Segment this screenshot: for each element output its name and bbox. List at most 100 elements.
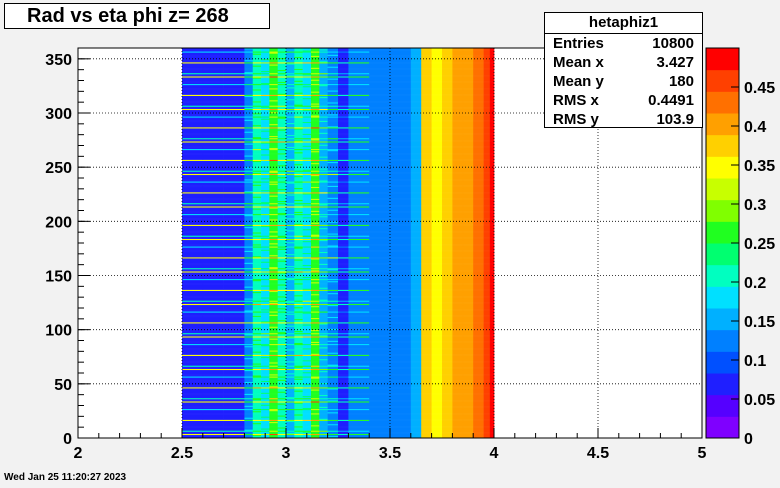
heatmap-cell xyxy=(302,418,312,420)
heatmap-cell xyxy=(252,399,262,401)
heatmap-cell xyxy=(269,331,278,334)
heatmap-cell xyxy=(348,396,370,399)
heatmap-cell xyxy=(483,329,491,332)
heatmap-cell xyxy=(277,352,287,354)
heatmap-cell xyxy=(431,407,443,410)
heatmap-cell xyxy=(462,338,474,340)
heatmap-cell xyxy=(294,386,303,388)
heatmap-cell xyxy=(182,302,204,304)
heatmap-cell xyxy=(369,270,391,272)
heatmap-cell xyxy=(421,354,432,356)
heatmap-cell xyxy=(182,279,204,282)
heatmap-cell xyxy=(261,289,270,291)
heatmap-cell xyxy=(202,284,224,286)
heatmap-cell xyxy=(442,296,453,298)
heatmap-cell xyxy=(277,336,287,338)
heatmap-cell xyxy=(244,299,254,301)
heatmap-cell xyxy=(452,407,464,410)
heatmap-cell xyxy=(338,261,349,263)
heatmap-cell xyxy=(261,395,270,398)
heatmap-cell xyxy=(327,262,339,264)
heatmap-cell xyxy=(294,433,303,436)
heatmap-cell xyxy=(390,354,412,356)
heatmap-cell xyxy=(483,292,491,295)
heatmap-cell xyxy=(489,421,495,424)
heatmap-cell xyxy=(252,368,262,371)
heatmap-cell xyxy=(286,347,295,349)
heatmap-cell xyxy=(286,305,295,308)
heatmap-cell xyxy=(369,314,391,316)
heatmap-cell xyxy=(319,326,328,328)
heatmap-cell xyxy=(390,378,412,380)
heatmap-cell xyxy=(302,278,312,281)
heatmap-cell xyxy=(338,343,349,346)
heatmap-cell xyxy=(319,397,328,400)
heatmap-cell xyxy=(473,432,484,434)
heatmap-cell xyxy=(202,322,224,324)
heatmap-cell xyxy=(261,363,270,365)
heatmap-cell xyxy=(473,293,484,296)
heatmap-cell xyxy=(277,376,287,378)
heatmap-cell xyxy=(202,339,224,341)
heatmap-cell xyxy=(410,270,422,272)
heatmap-cell xyxy=(410,290,422,293)
heatmap-cell xyxy=(462,266,474,269)
heatmap-cell xyxy=(421,393,432,395)
heatmap-cell xyxy=(269,421,278,424)
heatmap-cell xyxy=(473,291,484,294)
heatmap-cell xyxy=(223,279,245,282)
heatmap-cell xyxy=(182,310,204,312)
heatmap-cell xyxy=(473,273,484,275)
heatmap-cell xyxy=(202,277,224,280)
heatmap-cell xyxy=(223,413,245,415)
heatmap-cell xyxy=(431,266,443,269)
heatmap-cell xyxy=(223,345,245,348)
heatmap-cell xyxy=(294,403,303,405)
heatmap-cell xyxy=(286,427,295,429)
heatmap-cell xyxy=(261,300,270,302)
heatmap-cell xyxy=(244,362,254,364)
heatmap-cell xyxy=(348,292,370,295)
heatmap-cell xyxy=(369,431,391,433)
heatmap-cell xyxy=(223,261,245,263)
heatmap-cell xyxy=(483,365,491,367)
heatmap-cell xyxy=(348,434,370,437)
heatmap-cell xyxy=(442,408,453,411)
heatmap-cell xyxy=(431,276,443,278)
heatmap-cell xyxy=(431,429,443,431)
heatmap-cell xyxy=(244,418,254,420)
heatmap-cell xyxy=(338,263,349,265)
heatmap-cell xyxy=(202,266,224,269)
heatmap-cell xyxy=(252,292,262,295)
heatmap-cell xyxy=(294,362,303,364)
heatmap-cell xyxy=(319,303,328,306)
heatmap-cell xyxy=(489,397,495,400)
heatmap-cell xyxy=(302,291,312,294)
heatmap-cell xyxy=(269,429,278,431)
heatmap-cell xyxy=(182,339,204,341)
heatmap-cell xyxy=(338,394,349,397)
heatmap-cell xyxy=(452,345,464,348)
heatmap-cell xyxy=(294,364,303,366)
heatmap-cell xyxy=(269,367,278,369)
heatmap-cell xyxy=(442,305,453,308)
heatmap-cell xyxy=(462,363,474,365)
heatmap-cell xyxy=(473,326,484,328)
heatmap-cell xyxy=(369,427,391,429)
heatmap-cell xyxy=(410,375,422,377)
heatmap-cell xyxy=(348,360,370,362)
heatmap-cell xyxy=(338,357,349,360)
heatmap-cell xyxy=(369,418,391,420)
heatmap-cell xyxy=(182,413,204,415)
heatmap-cell xyxy=(410,336,422,338)
heatmap-cell xyxy=(421,361,432,363)
heatmap-cell xyxy=(302,421,312,424)
heatmap-cell xyxy=(182,401,204,403)
heatmap-cell xyxy=(223,422,245,425)
heatmap-cell xyxy=(431,399,443,401)
heatmap-cell xyxy=(277,262,287,264)
heatmap-cell xyxy=(252,410,262,413)
heatmap-cell xyxy=(390,382,412,385)
heatmap-cell xyxy=(369,356,391,359)
heatmap-cell xyxy=(294,374,303,376)
